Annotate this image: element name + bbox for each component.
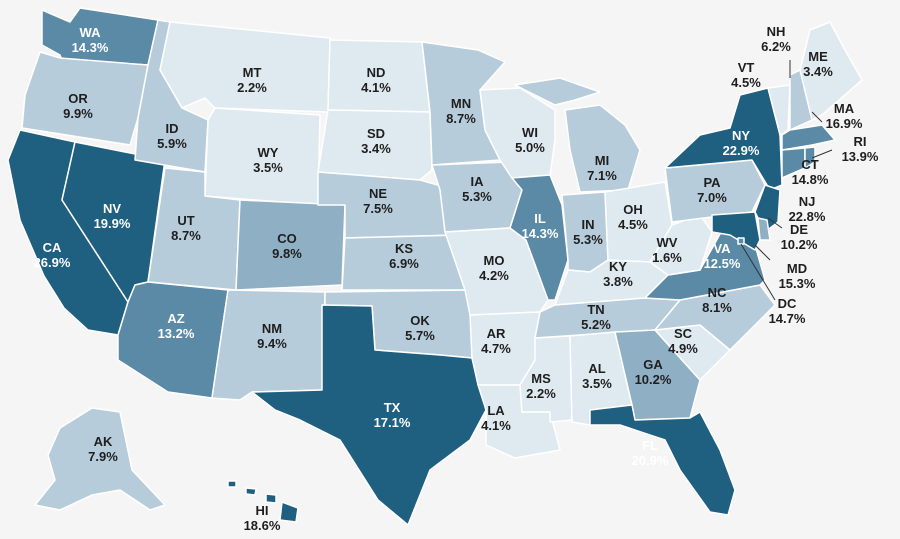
label-IL: IL 14.3% xyxy=(522,211,559,241)
state-FL[interactable] xyxy=(589,404,736,516)
label-GA: GA 10.2% xyxy=(635,357,672,387)
label-DC: DC 14.7% xyxy=(769,296,806,326)
label-NV: NV 19.9% xyxy=(94,201,131,231)
label-MD: MD 15.3% xyxy=(779,261,816,291)
label-OR: OR 9.9% xyxy=(63,91,93,121)
label-NY: NY 22.9% xyxy=(723,128,760,158)
label-VT: VT 4.5% xyxy=(731,60,761,90)
label-RI: RI 13.9% xyxy=(842,134,879,164)
label-UT: UT 8.7% xyxy=(171,213,201,243)
label-SD: SD 3.4% xyxy=(361,126,391,156)
label-WA: WA 14.3% xyxy=(72,25,109,55)
state-IL[interactable] xyxy=(509,174,569,301)
leader-ri xyxy=(811,149,833,159)
label-ME: ME 3.4% xyxy=(803,49,833,79)
label-TN: TN 5.2% xyxy=(581,302,611,332)
label-HI: HI 18.6% xyxy=(244,503,281,533)
label-WV: WV 1.6% xyxy=(652,235,682,265)
label-FL: FL 20.9% xyxy=(632,438,669,468)
label-AZ: AZ 13.2% xyxy=(158,311,195,341)
label-LA: LA 4.1% xyxy=(481,403,511,433)
label-WY: WY 3.5% xyxy=(253,145,283,175)
label-IN: IN 5.3% xyxy=(573,217,603,247)
state-VA[interactable] xyxy=(644,224,766,301)
hawaii-oahu xyxy=(245,487,257,496)
label-KS: KS 6.9% xyxy=(389,241,419,271)
label-OK: OK 5.7% xyxy=(405,313,435,343)
leader-ma xyxy=(811,111,823,123)
label-SC: SC 4.9% xyxy=(668,326,698,356)
leader-md xyxy=(754,244,771,261)
label-CA: CA 26.9% xyxy=(34,240,71,270)
state-TX[interactable] xyxy=(251,304,487,526)
label-AL: AL 3.5% xyxy=(582,361,612,391)
state-MI[interactable] xyxy=(514,77,641,193)
label-KY: KY 3.8% xyxy=(603,259,633,289)
state-HI[interactable] xyxy=(227,480,299,523)
state-MD[interactable] xyxy=(711,211,761,251)
label-MN: MN 8.7% xyxy=(446,96,476,126)
leader-dc xyxy=(740,243,776,301)
label-MI: MI 7.1% xyxy=(587,153,617,183)
label-NH: NH 6.2% xyxy=(761,24,791,54)
label-OH: OH 4.5% xyxy=(618,202,648,232)
label-TX: TX 17.1% xyxy=(374,400,411,430)
label-MS: MS 2.2% xyxy=(526,371,556,401)
label-PA: PA 7.0% xyxy=(697,175,727,205)
label-MT: MT 2.2% xyxy=(237,65,267,95)
hawaii-maui xyxy=(265,493,277,504)
label-CT: CT 14.8% xyxy=(792,157,829,187)
state-OR[interactable] xyxy=(21,51,149,146)
state-SD[interactable] xyxy=(317,109,433,181)
hawaii-big-island xyxy=(279,501,299,523)
label-CO: CO 9.8% xyxy=(272,231,302,261)
state-DC[interactable] xyxy=(737,237,745,245)
label-ID: ID 5.9% xyxy=(157,121,187,151)
state-AK[interactable] xyxy=(34,407,166,511)
label-ND: ND 4.1% xyxy=(361,65,391,95)
leader-lines xyxy=(740,60,833,301)
hawaii-kauai xyxy=(227,480,237,488)
label-NM: NM 9.4% xyxy=(257,321,287,351)
label-AK: AK 7.9% xyxy=(88,434,118,464)
label-NC: NC 8.1% xyxy=(702,285,732,315)
label-AR: AR 4.7% xyxy=(481,326,511,356)
label-MO: MO 4.2% xyxy=(479,253,509,283)
state-ME[interactable] xyxy=(799,21,863,121)
label-DE: DE 10.2% xyxy=(781,222,818,252)
label-NE: NE 7.5% xyxy=(363,186,393,216)
label-IA: IA 5.3% xyxy=(462,174,492,204)
label-WI: WI 5.0% xyxy=(515,125,545,155)
state-RI[interactable] xyxy=(804,146,816,169)
label-VA: VA 12.5% xyxy=(704,241,741,271)
label-NJ: NJ 22.8% xyxy=(789,194,826,224)
leader-de xyxy=(767,217,783,229)
state-VT[interactable] xyxy=(767,84,791,136)
label-MA: MA 16.9% xyxy=(826,101,863,131)
